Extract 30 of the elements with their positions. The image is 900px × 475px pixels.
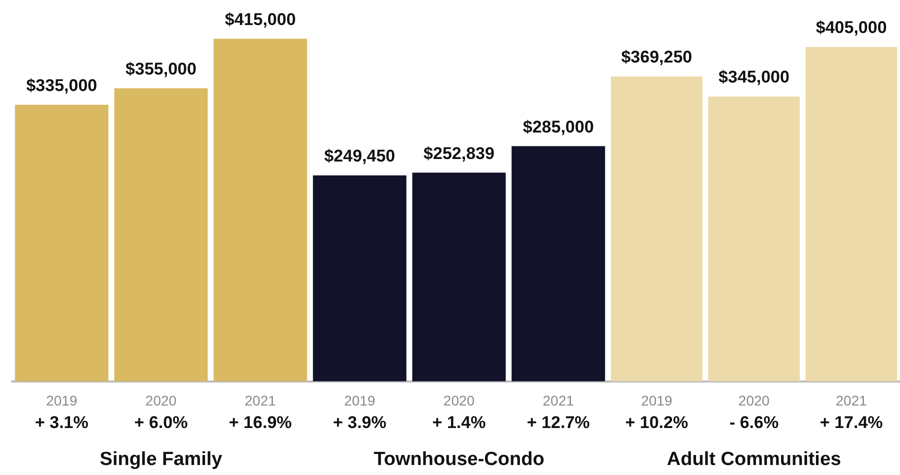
data-label: $405,000 (816, 18, 887, 38)
x-tick-label: 2020 (145, 392, 177, 409)
text: + 3.9% (332, 413, 386, 432)
text: - 6.6% (729, 413, 779, 432)
data-label: $345,000 (718, 68, 790, 87)
text: + 3.1% (34, 413, 88, 432)
x-tick-label: 2019 (46, 392, 78, 409)
x-axis-title: Single Family (100, 448, 223, 470)
x-tick-label: 2020 (738, 392, 770, 409)
text: + 16.9% (228, 413, 292, 432)
data-label: $335,000 (26, 76, 98, 95)
data-label: $252,839 (424, 144, 494, 163)
x-axis-title: Townhouse-Condo (374, 448, 544, 470)
x-tick-label: 2021 (836, 392, 868, 409)
x-tick-label: 2019 (641, 392, 672, 409)
data-label: $249,450 (324, 146, 396, 166)
data-label: $355,000 (126, 59, 196, 78)
x-tick-label: 2019 (344, 392, 376, 409)
data-label: $285,000 (522, 117, 594, 136)
data-label: $415,000 (224, 10, 296, 29)
x-tick-label: 2021 (542, 392, 574, 409)
x-tick-label: 2020 (443, 392, 475, 409)
x-tick-label: 2021 (244, 392, 276, 409)
data-label: $369,250 (621, 48, 692, 67)
text: + 6.0% (134, 413, 188, 432)
x-axis-title: Adult Communities (666, 448, 842, 470)
text: + 12.7% (526, 413, 590, 432)
text: + 10.2% (625, 413, 688, 432)
text: + 17.4% (820, 413, 883, 432)
text: + 1.4% (432, 413, 486, 432)
